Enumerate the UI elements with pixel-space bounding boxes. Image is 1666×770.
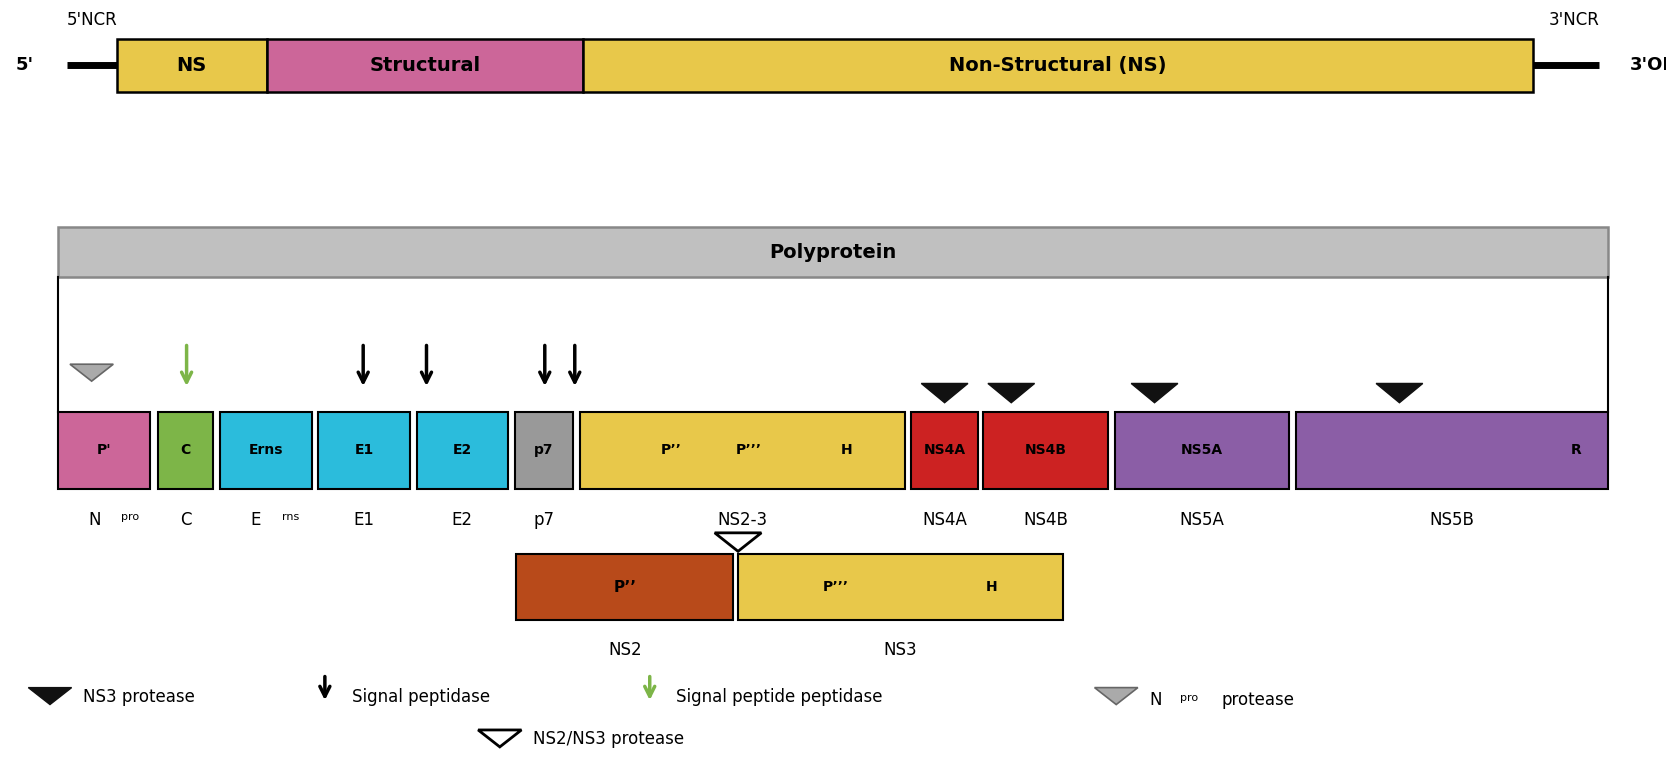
Text: Structural: Structural: [370, 56, 480, 75]
Text: N: N: [88, 511, 100, 528]
Bar: [983, 412, 1108, 489]
Bar: [117, 38, 267, 92]
Polygon shape: [715, 533, 761, 551]
Polygon shape: [988, 383, 1035, 403]
Bar: [911, 412, 978, 489]
Text: NS5B: NS5B: [1429, 511, 1474, 528]
Bar: [318, 412, 410, 489]
Text: Erns: Erns: [248, 444, 283, 457]
Text: rns: rns: [282, 512, 300, 522]
Bar: [738, 554, 1063, 620]
Bar: [1296, 412, 1608, 489]
Bar: [267, 38, 583, 92]
Polygon shape: [28, 688, 72, 705]
Polygon shape: [921, 383, 968, 403]
Text: P’’’: P’’’: [823, 580, 848, 594]
Text: C: C: [180, 511, 192, 528]
Bar: [416, 412, 508, 489]
Text: E1: E1: [353, 511, 375, 528]
Text: H: H: [986, 580, 998, 594]
Text: NS3 protease: NS3 protease: [83, 688, 195, 706]
Text: NS4A: NS4A: [923, 511, 966, 528]
Text: Non-Structural (NS): Non-Structural (NS): [950, 56, 1166, 75]
Polygon shape: [478, 730, 521, 747]
Bar: [583, 38, 1533, 92]
Text: NS4A: NS4A: [923, 444, 966, 457]
Polygon shape: [1131, 383, 1178, 403]
Text: 5'NCR: 5'NCR: [67, 12, 117, 29]
Text: NS5A: NS5A: [1180, 511, 1225, 528]
Text: NS2: NS2: [608, 641, 641, 659]
Text: NS: NS: [177, 56, 207, 75]
Bar: [516, 554, 733, 620]
Polygon shape: [1095, 688, 1138, 705]
Bar: [580, 412, 905, 489]
Text: N: N: [1150, 691, 1163, 709]
Polygon shape: [70, 364, 113, 381]
Bar: [58, 412, 150, 489]
Text: NS3: NS3: [883, 641, 918, 659]
Text: p7: p7: [535, 444, 553, 457]
Text: NS2/NS3 protease: NS2/NS3 protease: [533, 730, 685, 748]
Text: P': P': [97, 444, 112, 457]
Text: NS4B: NS4B: [1023, 511, 1068, 528]
Text: E2: E2: [453, 444, 471, 457]
Polygon shape: [1376, 383, 1423, 403]
Text: E: E: [250, 511, 262, 528]
Text: NS2-3: NS2-3: [716, 511, 768, 528]
Text: C: C: [180, 444, 192, 457]
Text: P’’: P’’: [660, 444, 681, 457]
Text: NS5A: NS5A: [1181, 444, 1223, 457]
Text: Signal peptide peptidase: Signal peptide peptidase: [676, 688, 883, 706]
Text: 5': 5': [15, 56, 33, 75]
Text: P’’: P’’: [613, 580, 636, 594]
Bar: [58, 227, 1608, 277]
Text: 3'NCR: 3'NCR: [1548, 12, 1599, 29]
Text: pro: pro: [1180, 694, 1198, 703]
Text: NS4B: NS4B: [1025, 444, 1066, 457]
Text: pro: pro: [120, 512, 138, 522]
Text: E2: E2: [451, 511, 473, 528]
Text: Signal peptidase: Signal peptidase: [352, 688, 490, 706]
Bar: [515, 412, 573, 489]
Bar: [220, 412, 312, 489]
Bar: [158, 412, 213, 489]
Text: protease: protease: [1221, 691, 1294, 709]
Text: H: H: [840, 444, 851, 457]
Text: P’’’: P’’’: [736, 444, 761, 457]
Text: Polyprotein: Polyprotein: [770, 243, 896, 262]
Text: E1: E1: [355, 444, 373, 457]
Text: R: R: [1571, 444, 1583, 457]
Text: 3'OH: 3'OH: [1629, 56, 1666, 75]
Text: p7: p7: [533, 511, 555, 528]
Bar: [1115, 412, 1289, 489]
